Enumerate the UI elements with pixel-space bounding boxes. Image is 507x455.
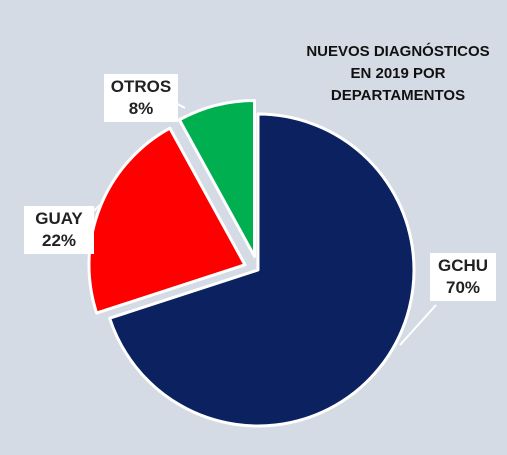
data-label-otros-category: OTROS [110, 77, 172, 96]
pie-slice-guay [87, 126, 247, 315]
chart-title-line-2: EN 2019 POR [350, 65, 446, 82]
data-label-gchu: GCHU 70% [430, 253, 496, 301]
leader-line-gchu [399, 304, 437, 346]
data-label-guay: GUAY 22% [24, 206, 94, 254]
chart-title-line-1: NUEVOS DIAGNÓSTICOS [306, 43, 490, 60]
chart-title: NUEVOS DIAGNÓSTICOS EN 2019 POR DEPARTAM… [292, 41, 504, 107]
data-label-guay-value: 22% [41, 231, 77, 250]
pie-slice-otros [177, 98, 257, 258]
data-label-gchu-value: 70% [445, 278, 481, 297]
pie-slice-gchu [108, 112, 416, 428]
data-label-guay-category: GUAY [35, 209, 83, 228]
data-label-otros-value: 8% [128, 99, 154, 118]
data-label-gchu-category: GCHU [437, 256, 489, 275]
data-label-otros: OTROS 8% [104, 74, 178, 122]
chart-title-line-3: DEPARTAMENTOS [330, 87, 466, 104]
